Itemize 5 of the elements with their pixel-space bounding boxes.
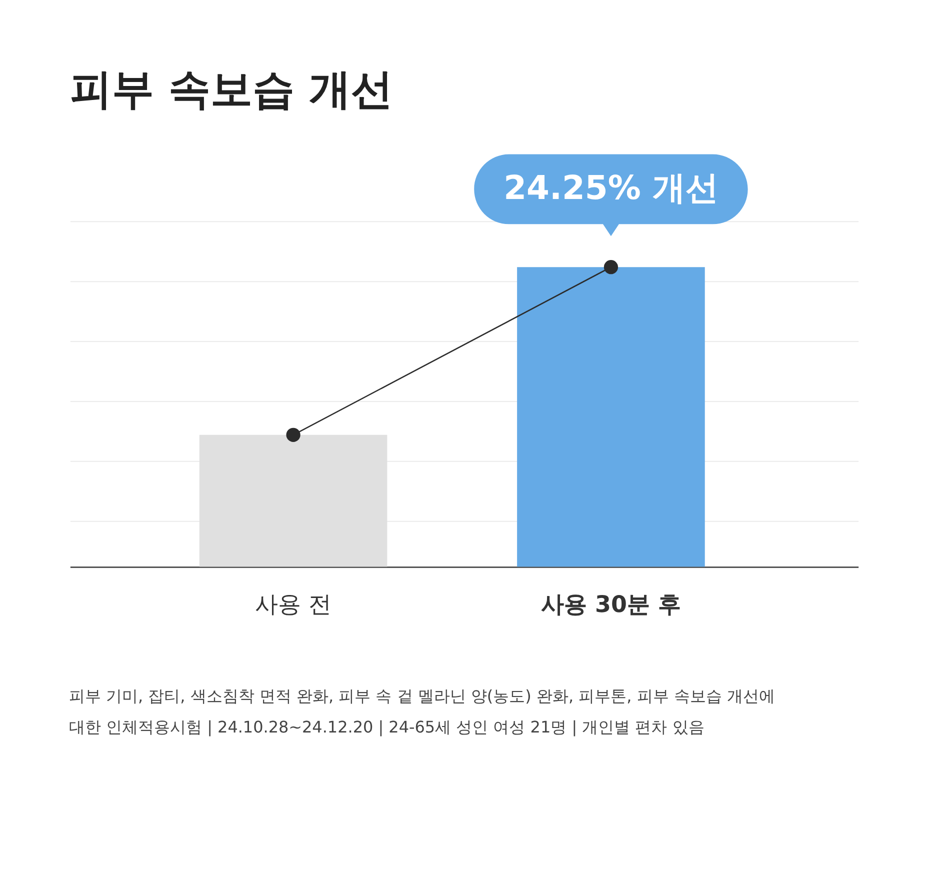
text: 피부 기미, 잡티, 색소침착 면적 완화, 피부 속 겉 멜라닌 양(농도) 완화, 피부톤, 피부 속보습 개선에 대한 인체적용시험 | 24.10.28~24.12.20 | 24-65세 성인 여성 21명 | 개인별 편차 있음	[68, 686, 775, 737]
annotation: 24.25% 개선	[504, 168, 718, 208]
x-tick-label: 사용 전	[255, 592, 332, 618]
chart-title: 피부 속보습 개선	[70, 64, 394, 114]
x-tick-label: 사용 30분 후	[540, 592, 681, 618]
